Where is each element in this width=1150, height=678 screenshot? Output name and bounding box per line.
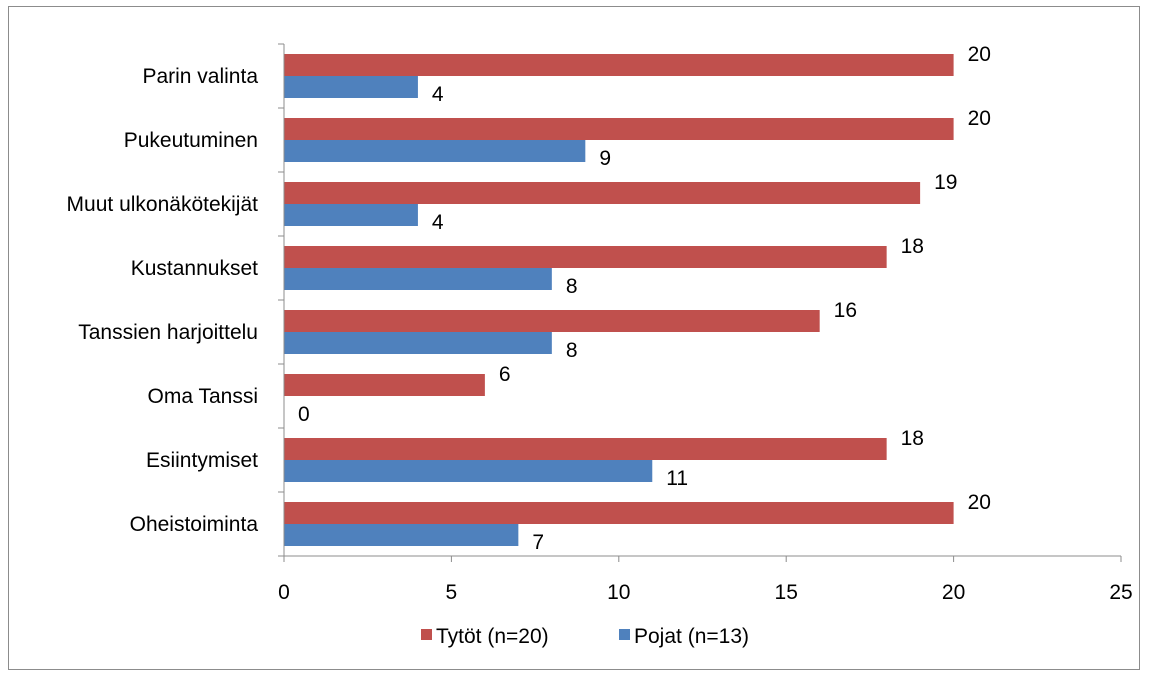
bar-pojat-parin-valinta (284, 76, 418, 98)
data-label-pojat-oheistoiminta: 7 (532, 531, 544, 554)
legend-swatch-pojat (619, 629, 630, 640)
data-label-pojat-kustannukset: 8 (566, 275, 578, 298)
bar-tytot-muut-ulkonäkötekijät (284, 182, 921, 204)
data-label-pojat-muut-ulkonäkötekijät: 4 (432, 211, 444, 234)
data-label-tytot-oma-tanssi: 6 (499, 363, 511, 386)
chart-frame (8, 6, 1140, 670)
x-tick-label-15: 15 (775, 581, 798, 604)
category-label-esiintymiset: Esiintymiset (146, 449, 258, 472)
bar-tytot-tanssien-harjoittelu (284, 310, 820, 332)
bar-tytot-esiintymiset (284, 438, 887, 460)
data-label-tytot-parin-valinta: 20 (968, 43, 991, 66)
category-label-parin-valinta: Parin valinta (142, 65, 258, 88)
data-label-tytot-pukeutuminen: 20 (968, 107, 991, 130)
bar-tytot-parin-valinta (284, 54, 954, 76)
data-label-tytot-tanssien-harjoittelu: 16 (834, 299, 857, 322)
data-label-tytot-kustannukset: 18 (901, 235, 924, 258)
data-label-pojat-oma-tanssi: 0 (298, 403, 310, 426)
data-label-tytot-esiintymiset: 18 (901, 427, 924, 450)
bar-pojat-kustannukset (284, 268, 552, 290)
x-tick-label-5: 5 (446, 581, 458, 604)
labels-layer: Parin valinta 20 4 Pukeutuminen 20 9 Muut ulko… (67, 43, 1133, 604)
bars-layer (284, 54, 954, 546)
data-label-pojat-esiintymiset: 11 (666, 467, 688, 490)
bar-pojat-muut-ulkonäkötekijät (284, 204, 418, 226)
bar-pojat-pukeutuminen (284, 140, 586, 162)
bar-tytot-pukeutuminen (284, 118, 954, 140)
data-label-pojat-pukeutuminen: 9 (599, 147, 611, 170)
category-label-pukeutuminen: Pukeutuminen (124, 129, 258, 152)
bar-pojat-esiintymiset (284, 460, 653, 482)
category-label-oheistoiminta: Oheistoiminta (130, 513, 259, 536)
axes-layer (278, 43, 1122, 562)
x-tick-label-25: 25 (1109, 581, 1132, 604)
bar-tytot-kustannukset (284, 246, 887, 268)
x-tick-label-20: 20 (942, 581, 965, 604)
legend-swatch-tytot (421, 629, 432, 640)
bar-pojat-oheistoiminta (284, 524, 519, 546)
data-label-tytot-oheistoiminta: 20 (968, 491, 991, 514)
data-label-pojat-parin-valinta: 4 (432, 83, 444, 106)
bar-tytot-oheistoiminta (284, 502, 954, 524)
x-tick-label-0: 0 (278, 581, 290, 604)
bar-tytot-oma-tanssi (284, 374, 485, 396)
category-label-tanssien-harjoittelu: Tanssien harjoittelu (78, 321, 258, 344)
category-label-muut-ulkonäkötekijät: Muut ulkonäkötekijät (67, 193, 259, 216)
bar-pojat-tanssien-harjoittelu (284, 332, 552, 354)
data-label-pojat-tanssien-harjoittelu: 8 (566, 339, 578, 362)
category-label-kustannukset: Kustannukset (131, 257, 258, 280)
x-tick-label-10: 10 (607, 581, 630, 604)
category-label-oma-tanssi: Oma Tanssi (148, 385, 259, 408)
legend: Tytöt (n=20) Pojat (n=13) (421, 625, 749, 648)
legend-label-tytot: Tytöt (n=20) (436, 625, 549, 648)
data-label-tytot-muut-ulkonäkötekijät: 19 (934, 171, 957, 194)
legend-label-pojat: Pojat (n=13) (634, 625, 749, 648)
